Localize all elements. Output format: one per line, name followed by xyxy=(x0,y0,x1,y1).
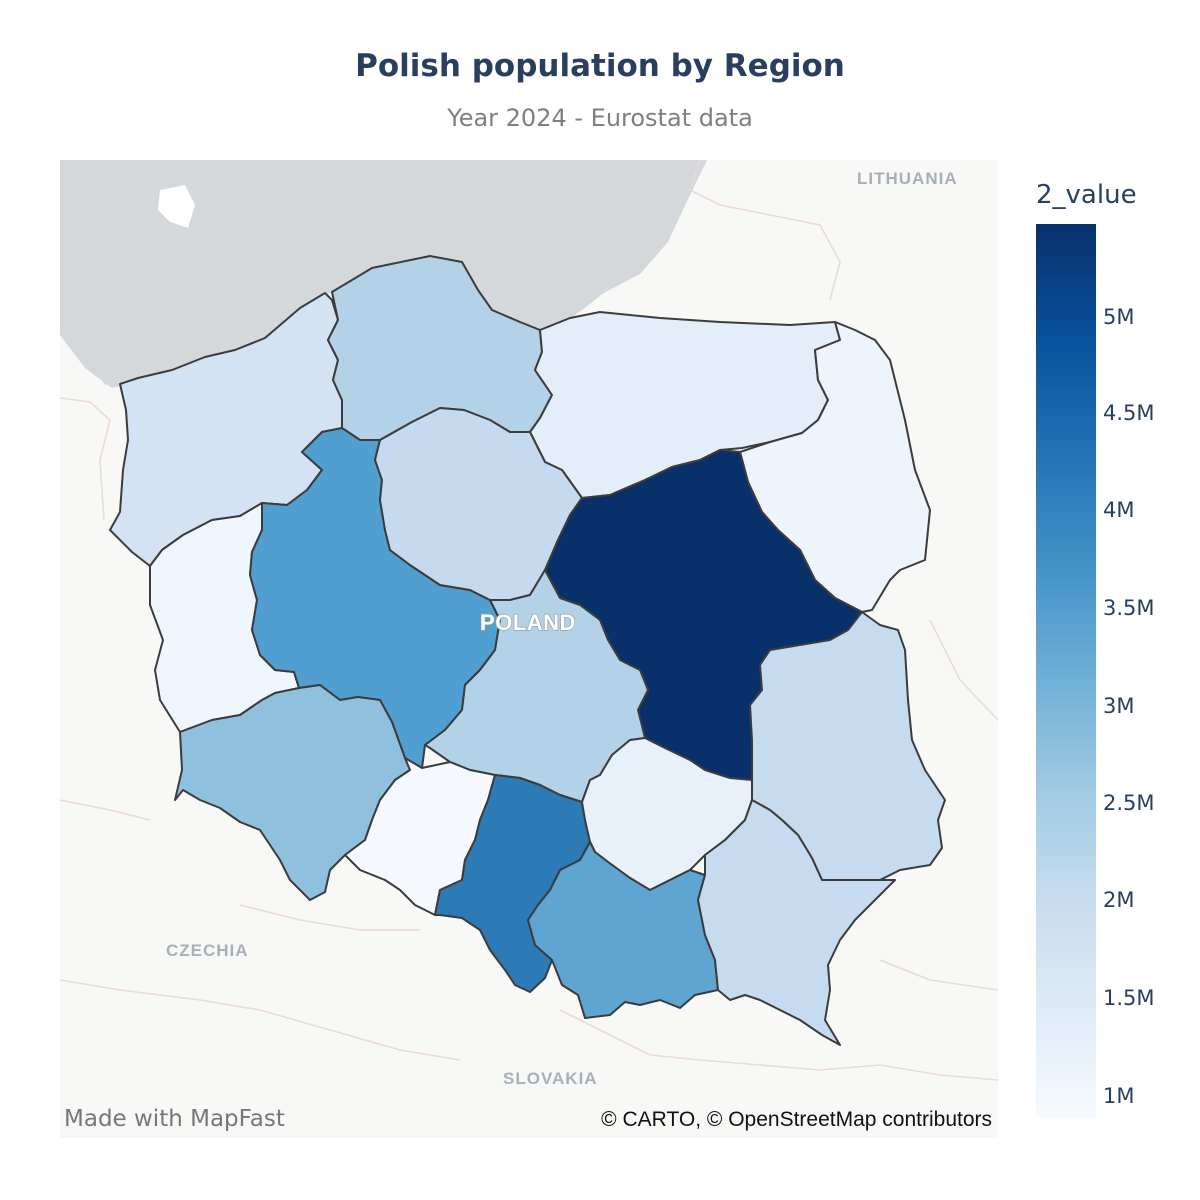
country-label: POLAND xyxy=(480,610,576,635)
attribution-credit[interactable]: © CARTO, © OpenStreetMap contributors xyxy=(601,1108,992,1131)
colorbar xyxy=(1036,224,1096,1118)
colorbar-tick: 3M xyxy=(1103,694,1135,718)
neighbor-borders xyxy=(60,160,998,1081)
chart-title: Polish population by Region xyxy=(355,48,845,84)
colorbar-gradient xyxy=(1036,224,1096,1118)
colorbar-tick: 2.5M xyxy=(1103,791,1155,815)
island xyxy=(158,185,195,228)
map-canvas[interactable]: LITHUANIA CZECHIA SLOVAKIA POLAND xyxy=(60,160,998,1138)
colorbar-tick: 4.5M xyxy=(1103,401,1155,425)
sea-inlet xyxy=(60,290,118,385)
neighbor-labels: LITHUANIA CZECHIA SLOVAKIA xyxy=(166,169,958,1088)
colorbar-tick: 2M xyxy=(1103,888,1135,912)
vistula-lagoon xyxy=(540,262,632,330)
regions[interactable] xyxy=(109,255,946,1046)
region-podkarpackie[interactable] xyxy=(697,799,896,1046)
colorbar-tick: 1M xyxy=(1103,1084,1135,1108)
colorbar-tick: 5M xyxy=(1103,305,1135,329)
region-warminsko-mazurskie[interactable] xyxy=(529,311,841,499)
label-czechia: CZECHIA xyxy=(166,941,249,960)
made-with-credit: Made with MapFast xyxy=(64,1106,285,1132)
baltic-sea xyxy=(60,160,707,388)
colorbar-title: 2_value xyxy=(1036,180,1137,210)
label-slovakia: SLOVAKIA xyxy=(503,1069,598,1088)
colorbar-tick: 3.5M xyxy=(1103,596,1155,620)
region-malopolskie[interactable] xyxy=(527,841,719,1019)
label-lithuania: LITHUANIA xyxy=(857,169,958,188)
colorbar-tick: 1.5M xyxy=(1103,986,1155,1010)
chart-subtitle: Year 2024 - Eurostat data xyxy=(447,104,753,132)
colorbar-tick: 4M xyxy=(1103,498,1135,522)
